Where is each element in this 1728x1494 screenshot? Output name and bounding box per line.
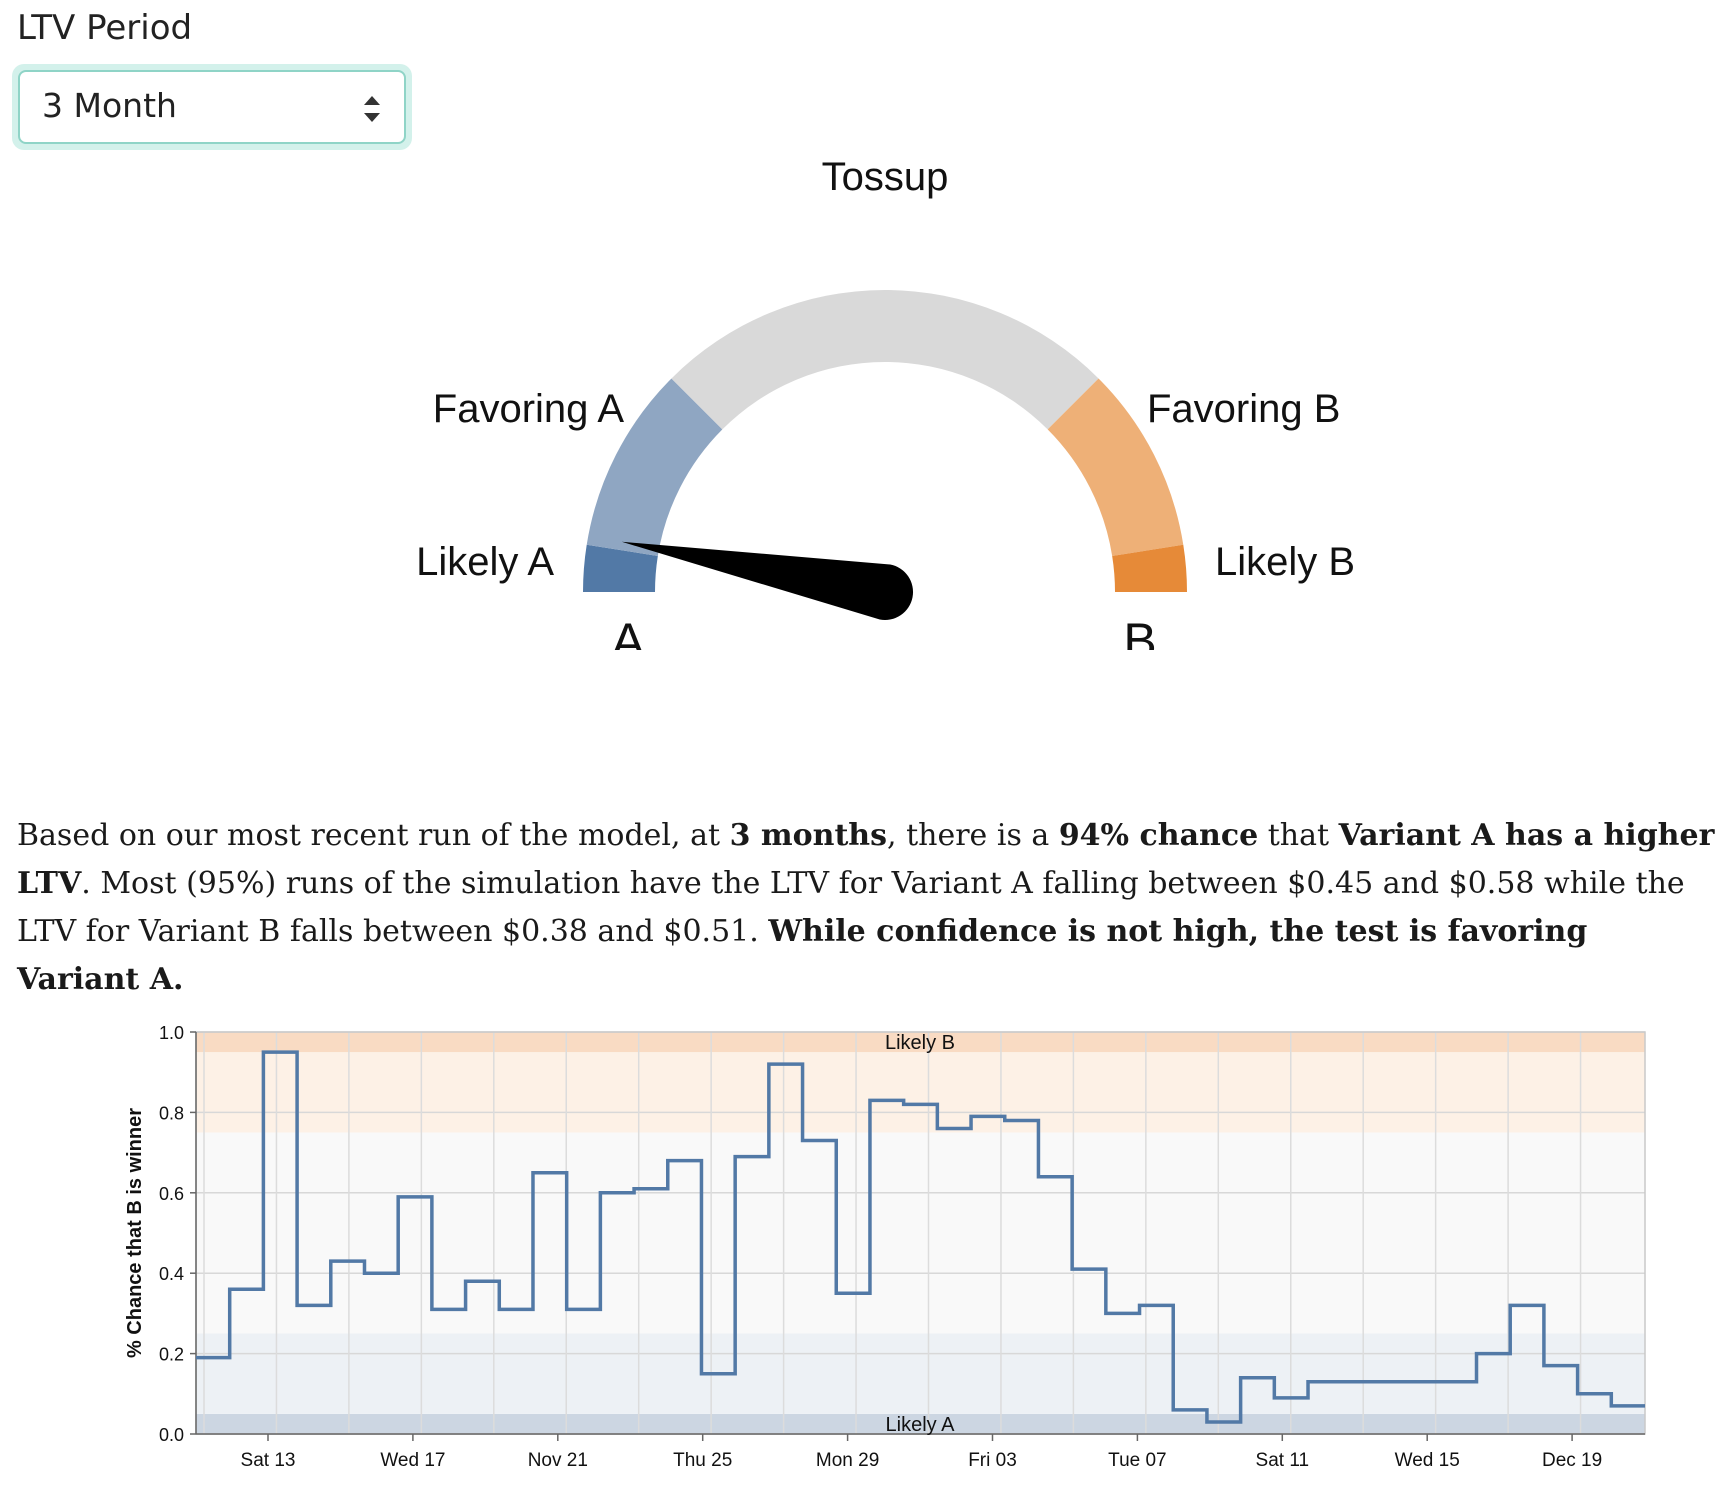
summary-text-1: Based on our most recent run of the mode… bbox=[17, 818, 730, 853]
gauge-end-label-b: B bbox=[1123, 613, 1156, 650]
y-tick-label: 0.2 bbox=[159, 1345, 184, 1365]
x-tick-label: Fri 03 bbox=[968, 1450, 1017, 1471]
chart-band-label-0: Likely A bbox=[886, 1414, 956, 1436]
x-tick-label: Thu 25 bbox=[673, 1450, 732, 1471]
gauge-band-likely-a bbox=[583, 544, 658, 592]
x-tick-label: Dec 19 bbox=[1542, 1450, 1602, 1471]
x-tick-label: Wed 17 bbox=[380, 1450, 445, 1471]
select-arrows-icon bbox=[364, 96, 380, 122]
x-tick-label: Wed 15 bbox=[1395, 1450, 1460, 1471]
y-tick-label: 0.0 bbox=[159, 1425, 184, 1445]
gauge-label-favoring-a: Favoring A bbox=[433, 387, 625, 431]
ltv-period-select-focus-ring: 3 Month bbox=[12, 64, 412, 150]
chart-band-0 bbox=[196, 1413, 1645, 1434]
summary-bold-winner: Variant A has a higher LTV bbox=[17, 818, 1715, 901]
y-tick-label: 0.6 bbox=[159, 1184, 184, 1204]
x-tick-label: Sat 13 bbox=[241, 1450, 296, 1471]
probability-history-chart: Likely A Likely B 0.0 0.2 0.4 0.6 0.8 1.0 % Chan… bbox=[124, 1023, 1646, 1471]
result-summary: Based on our most recent run of the mode… bbox=[17, 812, 1717, 1004]
gauge-label-likely-b: Likely B bbox=[1215, 540, 1355, 584]
gauge-band-likely-b bbox=[1112, 544, 1187, 592]
summary-bold-conclusion: While confidence is not high, the test i… bbox=[17, 914, 1588, 997]
gauge-band-favoring-b bbox=[1047, 378, 1184, 557]
summary-text-4: . Most (95%) runs of the simulation have… bbox=[17, 866, 1685, 949]
y-axis-title: % Chance that B is winner bbox=[124, 1108, 146, 1358]
gauge-band-favoring-a bbox=[586, 378, 723, 557]
ltv-period-select[interactable]: 3 Month bbox=[18, 70, 406, 144]
gauge-needle bbox=[621, 541, 914, 621]
chart-band-2 bbox=[196, 1132, 1645, 1334]
gauge-label-tossup: Tossup bbox=[822, 155, 949, 199]
x-tick-label: Tue 07 bbox=[1108, 1450, 1166, 1471]
series-line bbox=[196, 1050, 1645, 1424]
summary-text-2: , there is a bbox=[887, 818, 1059, 853]
gauge-label-likely-a: Likely A bbox=[416, 540, 554, 584]
chart-band-4 bbox=[196, 1032, 1645, 1053]
x-tick-label: Sat 11 bbox=[1256, 1450, 1310, 1471]
gauge-end-label-a: A bbox=[611, 613, 645, 650]
y-tick-label: 1.0 bbox=[159, 1023, 184, 1043]
gauge-label-favoring-b: Favoring B bbox=[1147, 387, 1340, 431]
x-tick-label: Nov 21 bbox=[528, 1450, 588, 1471]
chart-band-label-4: Likely B bbox=[885, 1032, 955, 1054]
summary-text-3: that bbox=[1258, 818, 1339, 853]
y-tick-label: 0.8 bbox=[159, 1103, 184, 1123]
chart-band-1 bbox=[196, 1333, 1645, 1414]
x-tick-label: Mon 29 bbox=[816, 1450, 879, 1471]
gauge-band-tossup bbox=[671, 290, 1099, 430]
ltv-period-label: LTV Period bbox=[17, 8, 193, 48]
ltv-period-selected-value: 3 Month bbox=[42, 86, 177, 125]
y-tick-label: 0.4 bbox=[159, 1264, 184, 1284]
chart-band-3 bbox=[196, 1052, 1645, 1133]
gauge-bands bbox=[583, 290, 1187, 592]
summary-bold-period: 3 months bbox=[729, 818, 888, 853]
gauge-chart: Tossup Favoring A Favoring B Likely A Li… bbox=[416, 155, 1355, 650]
summary-bold-chance: 94% chance bbox=[1058, 818, 1259, 853]
